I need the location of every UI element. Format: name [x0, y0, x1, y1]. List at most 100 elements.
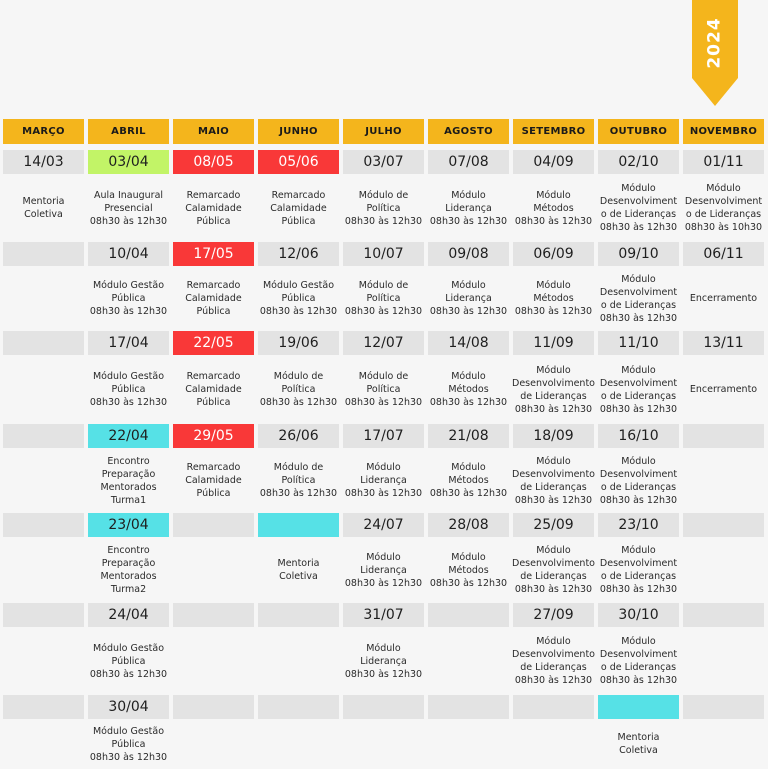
date-cell: 12/07 [343, 331, 424, 355]
event-description: Mentoria Coletiva [256, 539, 341, 601]
event-line: 08h30 às 12h30 [344, 306, 423, 317]
event-line: Métodos [533, 202, 574, 214]
date-cell [428, 695, 509, 719]
event-line: Desenvolviment [599, 649, 678, 660]
event-line: o de Lideranças [685, 209, 762, 220]
date-cell: 03/07 [343, 150, 424, 174]
event-line: 08h30 às 12h30 [514, 675, 593, 686]
event-line: Desenvolviment [599, 558, 678, 569]
event-line: 08h30 às 12h30 [514, 584, 593, 595]
month-header-novembro: NOVEMBRO [683, 119, 764, 144]
event-description: Encerramento [681, 357, 766, 422]
event-description: Módulo Gestão Pública 08h30 às 12h30 [86, 629, 171, 693]
date-cell [173, 513, 254, 537]
event-line: Módulo [621, 273, 656, 285]
event-line: 08h30 às 12h30 [429, 397, 508, 408]
event-line: 08h30 às 12h30 [429, 215, 508, 227]
event-line: Calamidade [185, 384, 242, 395]
date-cell: 04/09 [513, 150, 594, 174]
event-line: Métodos [533, 293, 574, 304]
event-line: Calamidade [185, 293, 242, 304]
event-line: Módulo de [273, 462, 324, 473]
event-line: 08h30 às 12h30 [514, 494, 593, 506]
date-cell [683, 513, 764, 537]
event-line: 08h30 às 12h30 [599, 312, 678, 324]
event-line: Presencial [104, 202, 153, 214]
event-line: Módulo Gestão [92, 642, 165, 654]
event-description: Módulo Métodos 08h30 às 12h30 [426, 450, 511, 511]
event-line: Pública [111, 384, 146, 395]
event-description: Remarcado Calamidade Pública [171, 268, 256, 329]
event-line: 08h30 às 12h30 [344, 215, 423, 227]
event-line: Mentoria [617, 732, 660, 743]
date-cell: 22/05 [173, 331, 254, 355]
date-cell [3, 603, 84, 627]
date-cell [258, 513, 339, 537]
event-description: Módulo Desenvolvimento de Lideranças 08h30 … [511, 450, 596, 511]
event-line: Módulo Gestão [92, 725, 165, 737]
event-line: Pública [281, 293, 316, 304]
date-cell [513, 695, 594, 719]
date-cell [258, 695, 339, 719]
event-line: Módulo de [358, 280, 409, 291]
date-cell: 05/06 [258, 150, 339, 174]
event-line: Pública [111, 293, 146, 304]
date-cell: 11/09 [513, 331, 594, 355]
event-line: Pública [196, 215, 231, 227]
event-line: Módulo Gestão [92, 280, 165, 291]
event-description: Módulo Desenvolviment o de Lideranças 08h30… [596, 357, 681, 422]
event-line: Encontro [107, 545, 150, 556]
event-line: Métodos [448, 475, 489, 486]
event-line: Turma1 [110, 494, 147, 506]
date-cell: 31/07 [343, 603, 424, 627]
event-line: 08h30 às 12h30 [599, 494, 678, 506]
month-header-abril: ABRIL [88, 119, 169, 144]
event-line: de Lideranças [520, 571, 587, 582]
date-cell: 29/05 [173, 424, 254, 448]
event-line: Desenvolvimento [512, 468, 595, 480]
date-cell: 09/10 [598, 242, 679, 266]
event-line: de Lideranças [520, 390, 587, 402]
event-line: Métodos [448, 564, 489, 576]
date-cell [173, 603, 254, 627]
event-line: o de Lideranças [600, 390, 677, 402]
date-cell: 19/06 [258, 331, 339, 355]
event-description: Módulo Métodos 08h30 às 12h30 [511, 268, 596, 329]
event-line: Módulo Gestão [262, 280, 335, 291]
date-cell: 06/11 [683, 242, 764, 266]
event-line: Desenvolvimento [512, 377, 595, 389]
event-description: Mentoria Coletiva [596, 721, 681, 767]
event-line: 08h30 às 12h30 [599, 675, 678, 686]
event-description: Módulo Desenvolvimento de Lideranças 08h30 … [511, 539, 596, 601]
date-cell: 21/08 [428, 424, 509, 448]
event-line: Liderança [360, 564, 407, 576]
event-line: 08h30 às 12h30 [514, 306, 593, 317]
date-cell [343, 695, 424, 719]
event-line: 08h30 às 12h30 [89, 668, 168, 680]
date-cell [683, 424, 764, 448]
event-description: Módulo Liderança 08h30 às 12h30 [426, 176, 511, 240]
event-description: Módulo Liderança 08h30 às 12h30 [341, 629, 426, 693]
event-line: o de Lideranças [600, 299, 677, 311]
month-header-julho: JULHO [343, 119, 424, 144]
event-line: 08h30 às 12h30 [429, 577, 508, 589]
event-line: Módulo [621, 183, 656, 194]
event-line: Módulo [706, 183, 741, 194]
date-cell: 07/08 [428, 150, 509, 174]
month-header-agosto: AGOSTO [428, 119, 509, 144]
event-line: Módulo [621, 545, 656, 556]
date-cell [598, 695, 679, 719]
event-line: Módulo [366, 642, 401, 654]
event-description: Módulo Desenvolviment o de Lideranças 08h30… [596, 629, 681, 693]
year-ribbon: 2024 [692, 0, 738, 106]
year-label: 2024 [705, 17, 726, 69]
date-cell: 14/03 [3, 150, 84, 174]
date-cell: 14/08 [428, 331, 509, 355]
date-cell: 12/06 [258, 242, 339, 266]
event-description: Mentoria Coletiva [1, 176, 86, 240]
date-cell: 13/11 [683, 331, 764, 355]
event-line: Liderança [360, 655, 407, 667]
event-description: Módulo Desenvolvimento de Lideranças 08h30 … [511, 629, 596, 693]
event-line: Desenvolviment [599, 286, 678, 298]
date-cell [3, 513, 84, 537]
